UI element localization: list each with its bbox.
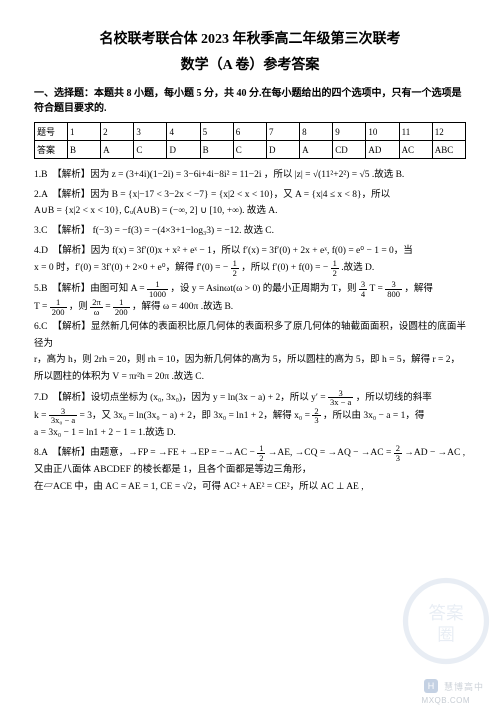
ans-cell: AD bbox=[366, 141, 399, 159]
solution-2: 2.A 【解析】因为 B = {x|−17 < 3−2x < −7} = {x|… bbox=[34, 187, 466, 220]
ans-cell: B bbox=[68, 141, 101, 159]
text: ，则 bbox=[69, 302, 90, 312]
text: = bbox=[105, 302, 113, 312]
footer: H 慧博高中 bbox=[424, 679, 484, 693]
answer-table: 题号 1 2 3 4 5 6 7 8 9 10 11 12 答案 B A C D… bbox=[34, 122, 466, 159]
text: ，解得 ω = 400π .故选 B. bbox=[132, 302, 233, 312]
text: ，解得 bbox=[404, 284, 433, 294]
solution-6: 6.C 【解析】显然新几何体的表面积比原几何体的表面积多了原几何体的轴截面面积，… bbox=[34, 319, 466, 386]
text: 6.C 【解析】显然新几何体的表面积比原几何体的表面积多了原几何体的轴截面面积，… bbox=[34, 322, 466, 349]
text: k = bbox=[34, 411, 49, 421]
text: →AE, →CQ = →AQ − →AC = bbox=[268, 448, 394, 458]
col-num: 10 bbox=[366, 123, 399, 141]
footer-logo-icon: H bbox=[424, 679, 438, 693]
fraction: 1200 bbox=[50, 298, 67, 316]
row-label: 答案 bbox=[35, 141, 68, 159]
text: = 3，又 3x₀ = ln(3x₀ − a) + 2，即 3x₀ = ln1 … bbox=[80, 411, 313, 421]
col-num: 9 bbox=[333, 123, 366, 141]
col-num: 11 bbox=[399, 123, 432, 141]
title-line-1: 名校联考联合体 2023 年秋季高二年级第三次联考 bbox=[34, 28, 466, 48]
ans-cell: B bbox=[200, 141, 233, 159]
fraction: 1200 bbox=[113, 298, 130, 316]
col-num: 8 bbox=[300, 123, 333, 141]
col-num: 5 bbox=[200, 123, 233, 141]
col-num: 3 bbox=[134, 123, 167, 141]
watermark-icon: 答案 圈 bbox=[402, 577, 490, 665]
text: ，设 y = Asinωt(ω > 0) 的最小正周期为 T，则 bbox=[170, 284, 358, 294]
fraction: 12 bbox=[331, 259, 339, 277]
table-row: 答案 B A C D B C D A CD AD AC ABC bbox=[35, 141, 466, 159]
text: 又由正八面体 ABCDEF 的棱长都是 1，且各个面都是等边三角形， bbox=[34, 465, 311, 475]
text: T = bbox=[369, 284, 385, 294]
text: ，所以由 3x₀ − a = 1，得 bbox=[323, 411, 424, 421]
text: T = bbox=[34, 302, 50, 312]
col-num: 2 bbox=[101, 123, 134, 141]
fraction: 2πω bbox=[90, 298, 103, 316]
text: A∪B = {x|2 < x < 10}, ∁ᵤ(A∪B) = (−∞, 2] … bbox=[34, 206, 277, 216]
text: ，所以切线的斜率 bbox=[356, 393, 432, 403]
text: 4.D 【解析】因为 f(x) = 3f′(0)x + x² + eˣ − 1，… bbox=[34, 246, 413, 256]
ans-cell: D bbox=[167, 141, 200, 159]
col-num: 12 bbox=[432, 123, 465, 141]
row-label: 题号 bbox=[35, 123, 68, 141]
text: 所以圆柱的体积为 V = πr²h = 20π .故选 C. bbox=[34, 372, 204, 382]
fraction: 23 bbox=[394, 444, 402, 462]
title-line-2: 数学（A 卷）参考答案 bbox=[34, 54, 466, 74]
text: →AD − →AC , bbox=[404, 448, 465, 458]
text: x = 0 时，f′(0) = 3f′(0) + 2×0 + e⁰，解得 f′(… bbox=[34, 263, 228, 273]
col-num: 1 bbox=[68, 123, 101, 141]
fraction: 33x − a bbox=[328, 389, 353, 407]
text: r，高为 h，则 2rh = 20，则 rh = 10，因为新几何体的高为 5，… bbox=[34, 355, 460, 365]
text: a = 3x₀ − 1 = ln1 + 2 − 1 = 1.故选 D. bbox=[34, 428, 176, 438]
section-1-heading: 一、选择题：本题共 8 小题，每小题 5 分，共 40 分.在每小题给出的四个选… bbox=[34, 86, 466, 116]
text: ，所以 f′(0) + f(0) = − bbox=[241, 263, 328, 273]
footer-url: MXQB.COM bbox=[422, 696, 470, 705]
text: 7.D 【解析】设切点坐标为 (x₀, 3x₀)，因为 y = ln(3x − … bbox=[34, 393, 328, 403]
ans-cell: AC bbox=[399, 141, 432, 159]
solution-5: 5.B 【解析】由图可知 A = 11000 ，设 y = Asinωt(ω >… bbox=[34, 280, 466, 316]
fraction: 23 bbox=[312, 407, 320, 425]
footer-text: 慧博高中 bbox=[444, 680, 484, 693]
text: 5.B 【解析】由图可知 A = bbox=[34, 284, 147, 294]
ans-cell: C bbox=[233, 141, 266, 159]
svg-text:答案: 答案 bbox=[428, 603, 464, 623]
solution-3: 3.C 【解析】 f(−3) = −f(3) = −(4×3+1−log₃3) … bbox=[34, 223, 466, 240]
fraction: 12 bbox=[231, 259, 239, 277]
solution-4: 4.D 【解析】因为 f(x) = 3f′(0)x + x² + eˣ − 1，… bbox=[34, 243, 466, 278]
fraction: 3800 bbox=[385, 280, 402, 298]
col-num: 7 bbox=[266, 123, 299, 141]
fraction: 12 bbox=[257, 444, 265, 462]
text: .故选 D. bbox=[341, 263, 374, 273]
text: 8.A 【解析】由题意，→FP = →FE + →EP = −→AC − bbox=[34, 448, 257, 458]
ans-cell: C bbox=[134, 141, 167, 159]
table-row: 题号 1 2 3 4 5 6 7 8 9 10 11 12 bbox=[35, 123, 466, 141]
ans-cell: A bbox=[300, 141, 333, 159]
page: 名校联考联合体 2023 年秋季高二年级第三次联考 数学（A 卷）参考答案 一、… bbox=[0, 0, 500, 519]
ans-cell: CD bbox=[333, 141, 366, 159]
text: 2.A 【解析】因为 B = {x|−17 < 3−2x < −7} = {x|… bbox=[34, 190, 390, 200]
col-num: 6 bbox=[233, 123, 266, 141]
fraction: 34 bbox=[359, 280, 367, 298]
fraction: 11000 bbox=[147, 280, 168, 298]
text: 在▱ACE 中，由 AC = AE = 1, CE = √2，可得 AC² + … bbox=[34, 482, 364, 492]
col-num: 4 bbox=[167, 123, 200, 141]
ans-cell: ABC bbox=[432, 141, 465, 159]
svg-text:圈: 圈 bbox=[437, 624, 455, 644]
ans-cell: A bbox=[101, 141, 134, 159]
ans-cell: D bbox=[266, 141, 299, 159]
solution-8: 8.A 【解析】由题意，→FP = →FE + →EP = −→AC − 12 … bbox=[34, 444, 466, 495]
solution-1: 1.B 【解析】因为 z = (3+4i)(1−2i) = 3−6i+4i−8i… bbox=[34, 167, 466, 184]
solution-7: 7.D 【解析】设切点坐标为 (x₀, 3x₀)，因为 y = ln(3x − … bbox=[34, 389, 466, 442]
fraction: 33x₀ − a bbox=[49, 407, 77, 425]
